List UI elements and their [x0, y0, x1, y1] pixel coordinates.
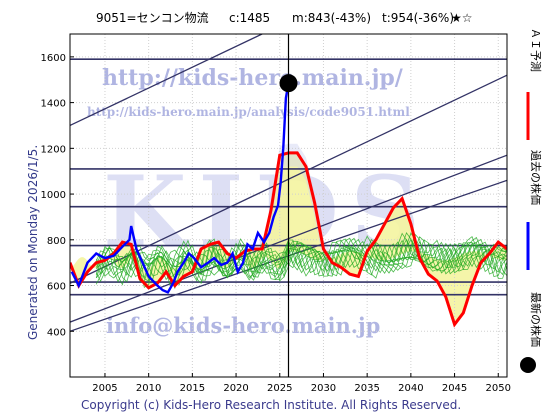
x-tick-label: 2025: [267, 383, 292, 394]
x-tick-label: 2040: [398, 383, 423, 394]
legend-past-label: 過去の株価: [529, 150, 543, 205]
header-current-price: c:1485: [229, 11, 270, 25]
legend: ＡＩ予測 過去の株価 最新の株価: [520, 28, 543, 373]
simulation-line: [95, 240, 507, 286]
latest-price-dot: [279, 74, 298, 93]
footer-copyright: Copyright (c) Kids-Hero Research Institu…: [81, 398, 461, 412]
plot-frame: [69, 33, 508, 378]
plot-area: http://kids-hero.main.jp/ http://kids-he…: [69, 33, 508, 378]
x-tick-label: 2035: [354, 383, 379, 394]
x-tick-label: 2015: [180, 383, 205, 394]
simulation-lines: [95, 232, 507, 290]
x-tick-label: 2030: [311, 383, 336, 394]
simulation-line: [95, 233, 507, 281]
x-tick-label: 2010: [136, 383, 161, 394]
x-axis-ticks: 2005 2010 2015 2020 2025 2030 2035 2040 2045 2050: [92, 373, 511, 394]
simulation-line: [95, 239, 507, 283]
x-tick-label: 2020: [223, 383, 248, 394]
y-tick-label: 1200: [41, 144, 66, 155]
watermark-url: http://kids-hero.main.jp/: [102, 65, 404, 91]
legend-ai-label: ＡＩ予測: [529, 28, 543, 72]
past-price-line: [70, 82, 290, 294]
x-tick-label: 2045: [442, 383, 467, 394]
watermark-analysis-url: http://kids-hero.main.jp/analysis/code90…: [87, 105, 410, 119]
y-tick-label: 600: [47, 282, 66, 293]
header-target-price: t:954(-36%): [382, 11, 454, 25]
simulation-line: [95, 236, 507, 282]
legend-latest-label: 最新の株価: [529, 292, 543, 347]
x-tick-label: 2050: [486, 383, 511, 394]
header-title: 9051=センコン物流: [96, 11, 209, 25]
marker-layer: [279, 34, 298, 377]
trend-line: [70, 34, 264, 127]
simulation-line: [95, 232, 507, 278]
y-tick-label: 1400: [41, 99, 66, 110]
y-tick-label: 1000: [41, 190, 66, 201]
x-tick-label: 2005: [92, 383, 117, 394]
legend-latest-dot: [520, 357, 536, 373]
y-tick-label: 800: [47, 236, 66, 247]
y-tick-label: 400: [47, 327, 66, 338]
header-rating-stars: ★☆: [451, 11, 473, 25]
simulation-line: [95, 238, 507, 283]
header-min-price: m:843(-43%): [292, 11, 371, 25]
y-axis-ticks: 400 600 800 1000 1200 1400 1600: [41, 53, 74, 338]
grid: [70, 34, 507, 377]
simulation-line: [95, 232, 507, 279]
watermark-email: info@kids-hero.main.jp: [106, 313, 380, 338]
simulation-line: [95, 232, 507, 279]
generated-date-label: Generated on Monday 2026/1/5.: [26, 145, 40, 340]
y-tick-label: 1600: [41, 53, 66, 64]
